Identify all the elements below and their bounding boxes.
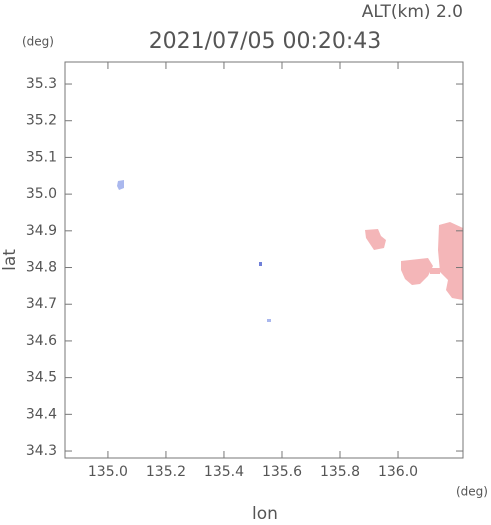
echo-blob — [259, 262, 262, 266]
y-tick-label: 34.4 — [26, 406, 57, 422]
echo-blob — [438, 222, 463, 300]
y-tick-label: 35.2 — [26, 113, 57, 129]
echo-blob — [401, 258, 433, 285]
y-tick-label: 35.0 — [26, 186, 57, 202]
y-tick-label: 34.6 — [26, 333, 57, 349]
echo-blob — [365, 229, 386, 250]
y-tick-label: 34.9 — [26, 223, 57, 239]
x-tick-label: 136.0 — [378, 464, 418, 480]
x-tick-label: 135.6 — [262, 464, 302, 480]
y-tick-label: 35.1 — [26, 149, 57, 165]
chart-title: 2021/07/05 00:20:43 — [149, 29, 382, 54]
y-tick-label: 34.5 — [26, 370, 57, 386]
echo-blob — [267, 319, 271, 322]
x-unit: (deg) — [456, 485, 488, 499]
x-tick-label: 135.8 — [320, 464, 360, 480]
y-tick-label: 35.3 — [26, 76, 57, 92]
y-axis-label: lat — [0, 249, 20, 271]
x-axis-label: lon — [252, 504, 278, 521]
plot-frame — [64, 61, 464, 459]
y-tick-label: 34.7 — [26, 296, 57, 312]
x-tick-label: 135.4 — [204, 464, 244, 480]
echo-blob — [117, 180, 124, 190]
x-tick-label: 135.0 — [88, 464, 128, 480]
echo-areas — [117, 180, 463, 322]
y-tick-label: 34.8 — [26, 260, 57, 276]
echo-blob — [430, 268, 440, 274]
altitude-label: ALT(km) 2.0 — [362, 2, 463, 22]
x-tick-label: 135.2 — [146, 464, 186, 480]
y-tick-label: 34.3 — [26, 443, 57, 459]
y-unit: (deg) — [22, 35, 54, 49]
